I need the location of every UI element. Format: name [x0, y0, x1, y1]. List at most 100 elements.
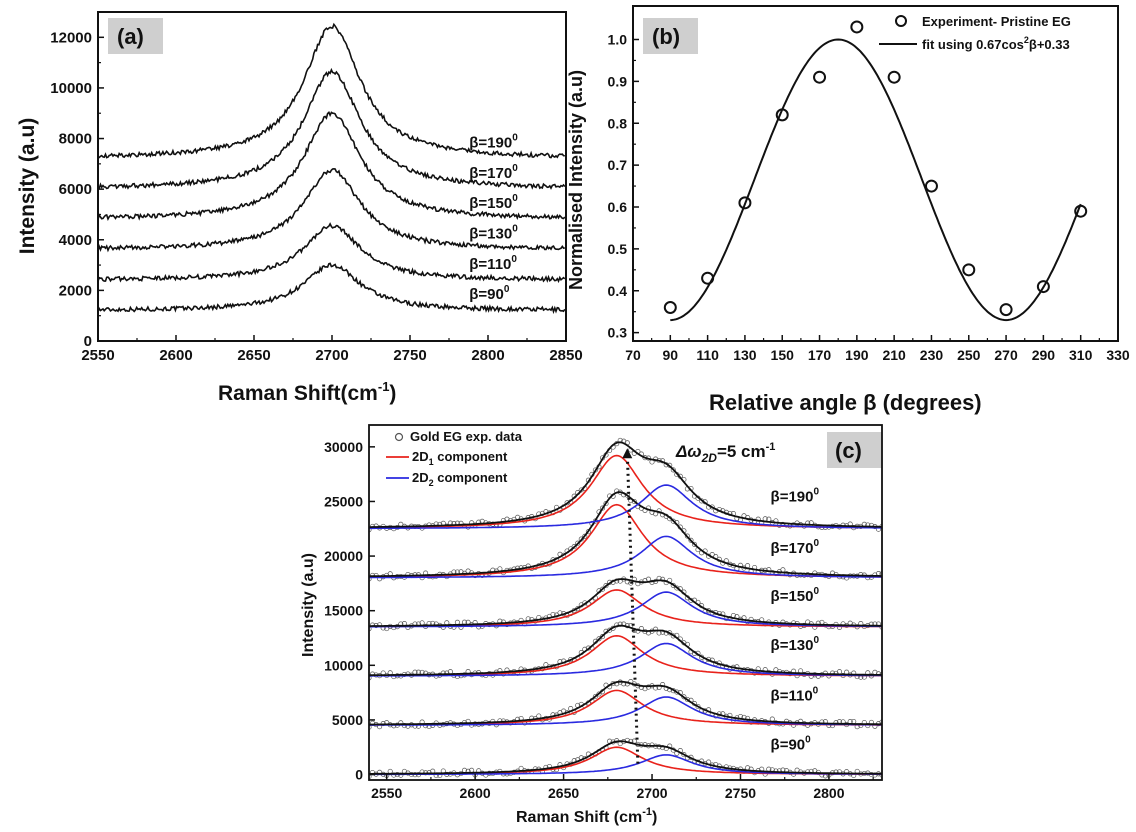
panel-a-ytick-label: 4000: [59, 232, 92, 249]
panel-c-legend: Gold EG exp. data 2D1 component 2D2 comp…: [386, 429, 523, 488]
panel-b-xtick-label: 70: [625, 347, 641, 363]
panel-b-ylabel: Normalised Intensity (a.u): [566, 70, 586, 290]
panel-b-ytick-label: 0.7: [608, 157, 628, 173]
panel-c-exp-point: [660, 576, 666, 582]
panel-b-chart: 70 90 110 130 150 170 190 210 230 250 270 290 310 330…: [608, 5, 1130, 363]
panel-b-ytick-label: 0.9: [608, 73, 628, 89]
panel-c-xlabel: Raman Shift (cm-1): [516, 806, 657, 826]
panel-c-exp-point: [684, 533, 690, 539]
panel-c-exp-point: [369, 527, 372, 533]
panel-c-exp-point: [369, 675, 372, 681]
panel-c-total-fit-line: [369, 578, 882, 627]
panel-c-annotation: Δω2D=5 cm-1: [675, 441, 775, 465]
panel-a-series-line: [97, 167, 565, 253]
panel-c-exp-point: [592, 693, 598, 700]
panel-b-ytick-label: 0.3: [608, 325, 628, 341]
panel-c-xtick-label: 2700: [636, 785, 667, 801]
panel-a-label: (a): [108, 18, 163, 54]
legend-marker-experiment: [895, 15, 907, 27]
panel-c-exp-point: [536, 713, 542, 719]
panel-c-exp-point: [596, 691, 602, 697]
panel-a-xtick-label: 2600: [159, 347, 192, 364]
panel-c-ytick-label: 5000: [332, 712, 363, 728]
panel-c-xtick-label: 2650: [548, 785, 579, 801]
panel-c-exp-point: [603, 583, 609, 589]
panel-a-series-label: β=1900: [469, 132, 518, 151]
panel-b-xlabel: Relative angle β (degrees): [709, 390, 982, 415]
panel-a-xtick-label: 2550: [81, 347, 114, 364]
legend-2d2: 2D2 component: [412, 470, 508, 488]
legend-2d1: 2D1 component: [412, 449, 508, 467]
panel-c-series-label: β=1100: [771, 685, 819, 704]
panel-c-arrow-head: [622, 448, 633, 459]
panel-c-exp-point: [836, 669, 843, 675]
panel-b-ytick-label: 1.0: [608, 32, 628, 48]
legend-fit: fit using 0.67cos2β+0.33: [922, 35, 1070, 52]
panel-b-data-point: [962, 263, 976, 277]
panel-c-exp-point: [571, 544, 577, 550]
panel-c-chart: [369, 437, 882, 780]
panel-a-series-line: [97, 262, 566, 315]
panel-b-data-point: [999, 303, 1013, 317]
panel-b-data-point: [924, 179, 938, 193]
panel-c-exp-point: [603, 501, 609, 507]
panel-b-xtick-label: 290: [1032, 347, 1056, 363]
panel-a-xtick-label: 2850: [549, 347, 582, 364]
panel-c-title: (c): [835, 438, 862, 463]
panel-c-exp-point: [454, 619, 460, 625]
panel-c-2d2-line: [369, 642, 882, 677]
panel-b-data-point: [775, 108, 789, 122]
panel-b-ytick-label: 0.4: [608, 283, 628, 299]
panel-b-ytick-label: 0.5: [608, 241, 628, 257]
panel-a-xtick-label: 2650: [237, 347, 270, 364]
panel-b-ytick-label: 0.6: [608, 199, 628, 215]
panel-c-series-label: β=1900: [771, 486, 820, 505]
panel-a-ytick-label: 6000: [59, 181, 92, 198]
panel-c-frame: [368, 424, 883, 781]
panel-b-ytick-label: 0.8: [608, 115, 628, 131]
panel-b-xtick-label: 270: [994, 347, 1018, 363]
panel-c-exp-point: [688, 537, 694, 543]
panel-a-ytick-label: 2000: [59, 282, 92, 299]
panel-b-xtick-label: 310: [1069, 347, 1093, 363]
panel-a-ytick-label: 10000: [50, 80, 92, 97]
panel-c-exp-point: [780, 567, 786, 573]
panel-b-fit-line: [670, 38, 1082, 322]
panel-b-xtick-label: 250: [957, 347, 981, 363]
panel-a-ytick-label: 0: [84, 333, 92, 350]
panel-c-2d2-line: [369, 591, 882, 628]
panel-c-exp-point: [684, 696, 690, 703]
panel-b-data-point: [663, 301, 677, 314]
legend-marker-exp: [394, 432, 404, 442]
panel-c-exp-point: [695, 703, 701, 710]
panel-b-data-point: [701, 271, 715, 285]
panel-a-title: (a): [117, 24, 144, 49]
legend-exp: Gold EG exp. data: [410, 429, 523, 444]
panel-c-xtick-label: 2550: [371, 785, 402, 801]
panel-c-total-fit-line: [369, 491, 882, 578]
panel-a-xtick-label: 2700: [315, 347, 348, 364]
panel-c-ylabel: Intensity (a.u): [300, 553, 317, 657]
panel-c-exp-point: [681, 752, 687, 758]
panel-c-ytick-label: 25000: [324, 493, 363, 509]
panel-c-exp-point: [599, 634, 606, 640]
panel-b-title: (b): [652, 24, 680, 49]
panel-a-xtick-label: 2800: [471, 347, 504, 364]
panel-b-data-point: [738, 196, 752, 210]
panel-a-series-label: β=1500: [469, 193, 518, 212]
panel-c-exp-point: [631, 498, 637, 505]
panel-c-xtick-label: 2600: [460, 785, 491, 801]
panel-c-series-label: β=1500: [771, 586, 820, 605]
panel-b-xtick-label: 330: [1106, 347, 1130, 363]
panel-a-series-label: β=900: [469, 284, 510, 303]
panel-c-ytick-label: 15000: [324, 603, 363, 619]
panel-c-exp-point: [599, 505, 606, 511]
panel-b-xtick-label: 110: [696, 347, 719, 363]
panel-a-ytick-label: 12000: [50, 29, 92, 46]
panel-c-ytick-label: 10000: [324, 657, 363, 673]
legend-experiment: Experiment- Pristine EG: [922, 14, 1071, 29]
panel-c-exp-point: [369, 576, 372, 582]
panel-a-series-line: [97, 111, 566, 222]
panel-c-2d2-line: [369, 696, 882, 726]
